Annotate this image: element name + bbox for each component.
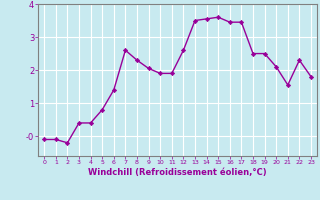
- X-axis label: Windchill (Refroidissement éolien,°C): Windchill (Refroidissement éolien,°C): [88, 168, 267, 177]
